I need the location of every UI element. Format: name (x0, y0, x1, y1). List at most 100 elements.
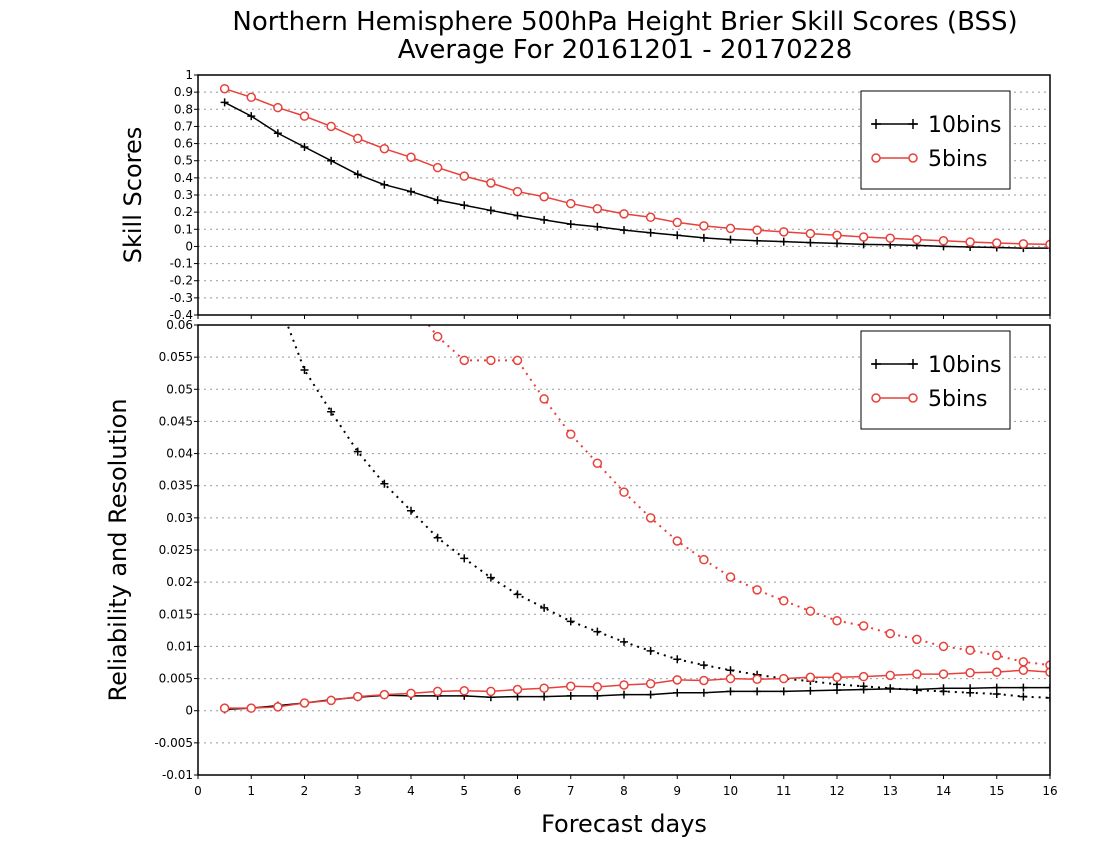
data-point-circle (938, 236, 949, 246)
x-tick-label: 13 (883, 784, 898, 798)
x-tick-label: 16 (1042, 784, 1057, 798)
legend-marker-circle (871, 393, 881, 403)
data-point-circle (432, 686, 443, 697)
x-tick-label: 14 (936, 784, 951, 798)
panel-1: -0.4 -0.3 -0.2 -0.1 0 0.1 0.2 0.3 0.4 0.5 0.6 0.7 0.… (170, 68, 1051, 322)
y-tick-label: 0.5 (174, 154, 193, 168)
data-point-plus (726, 666, 735, 675)
data-point-circle (1045, 239, 1050, 250)
data-point-circle (619, 209, 629, 219)
data-point-plus (327, 156, 336, 165)
x-tick-label: 3 (354, 784, 362, 798)
data-point-plus (460, 554, 469, 563)
x-tick-label: 5 (460, 784, 468, 798)
data-point-circle (407, 299, 415, 307)
y-tick-label: 0.9 (174, 85, 193, 99)
legend-box (860, 330, 1011, 430)
data-point-circle (885, 233, 895, 243)
data-point-plus (540, 692, 549, 701)
data-point-circle (1018, 665, 1029, 675)
data-point-circle (965, 645, 975, 656)
data-point-circle (752, 585, 762, 595)
data-point-plus (566, 220, 575, 229)
data-point-plus (460, 201, 469, 210)
data-point-circle (885, 670, 895, 681)
data-point-circle (406, 152, 416, 163)
legend-marker-plus (871, 359, 881, 369)
data-point-plus (833, 239, 841, 248)
y-tick-label: 0.3 (174, 188, 193, 202)
data-point-plus (593, 222, 602, 231)
data-point-circle (912, 234, 922, 245)
data-point-circle (486, 178, 496, 188)
y-tick-label: -0.4 (170, 308, 193, 322)
y-tick-label: 0.03 (166, 511, 193, 525)
data-point-circle (645, 513, 656, 523)
data-point-circle (406, 688, 416, 699)
x-tick-label: 11 (776, 784, 791, 798)
x-tick-label: 10 (723, 784, 738, 798)
data-point-plus (699, 233, 708, 242)
data-point-plus (699, 688, 708, 697)
data-point-plus (513, 211, 522, 220)
data-point-plus (220, 98, 229, 107)
legend: 10bins 5bins (860, 90, 1011, 190)
data-point-circle (992, 650, 1002, 661)
data-point-circle (1045, 667, 1050, 677)
legend-label: 5bins (928, 147, 987, 172)
x-tick-label: 9 (673, 784, 681, 798)
x-tick-label: 4 (407, 784, 415, 798)
data-point-circle (273, 102, 283, 113)
data-point-plus (620, 690, 628, 699)
data-point-circle (539, 683, 549, 693)
data-point-circle (512, 186, 523, 197)
data-point-circle (779, 227, 789, 237)
data-point-circle (301, 96, 309, 104)
data-point-circle (885, 628, 895, 639)
data-point-plus (726, 235, 735, 244)
data-point-plus (753, 236, 762, 245)
y-tick-label: -0.2 (170, 274, 193, 288)
data-point-circle (1018, 239, 1029, 249)
data-point-circle (1018, 657, 1029, 667)
y-tick-label: 0.005 (159, 672, 193, 686)
data-point-plus (486, 206, 495, 215)
data-point-circle (592, 682, 603, 692)
legend-marker-circle (871, 153, 881, 163)
y-tick-label: 0.7 (174, 119, 193, 133)
series-line-10bins (224, 101, 1050, 249)
data-point-circle (326, 121, 336, 132)
data-point-circle (566, 681, 576, 692)
data-point-plus (380, 180, 389, 189)
data-point-plus (300, 143, 309, 151)
y-tick-label: 1 (185, 68, 193, 82)
data-point-circle (219, 83, 230, 94)
data-point-plus (646, 646, 655, 655)
chart-title-line2: Average For 20161201 - 20170228 (398, 35, 853, 65)
data-point-circle (992, 238, 1002, 248)
data-point-plus (407, 506, 415, 515)
data-point-circle (432, 162, 443, 173)
bottom-panel-ylabel: Reliability and Resolution (104, 398, 132, 701)
y-tick-label: 0.02 (166, 575, 193, 589)
data-point-circle (645, 212, 656, 223)
y-tick-label: 0.4 (174, 171, 193, 185)
x-tick-label: 15 (989, 784, 1004, 798)
data-point-plus (646, 228, 655, 237)
data-point-circle (832, 672, 842, 683)
y-tick-label: 0.04 (166, 447, 193, 461)
data-point-plus (513, 590, 522, 599)
legend-marker-plus (871, 119, 881, 129)
y-tick-label: 0.015 (159, 607, 193, 621)
legend-box (860, 90, 1011, 190)
top-panel-ylabel: Skill Scores (119, 127, 147, 264)
data-point-circle (645, 678, 656, 689)
data-point-plus (833, 686, 841, 695)
data-point-circle (353, 691, 363, 702)
data-point-plus (221, 115, 229, 123)
y-tick-label: 0.025 (159, 543, 193, 557)
x-tick-label: 8 (620, 784, 628, 798)
y-tick-label: 0.2 (174, 205, 193, 219)
data-point-plus (540, 603, 549, 612)
data-point-circle (486, 355, 496, 366)
